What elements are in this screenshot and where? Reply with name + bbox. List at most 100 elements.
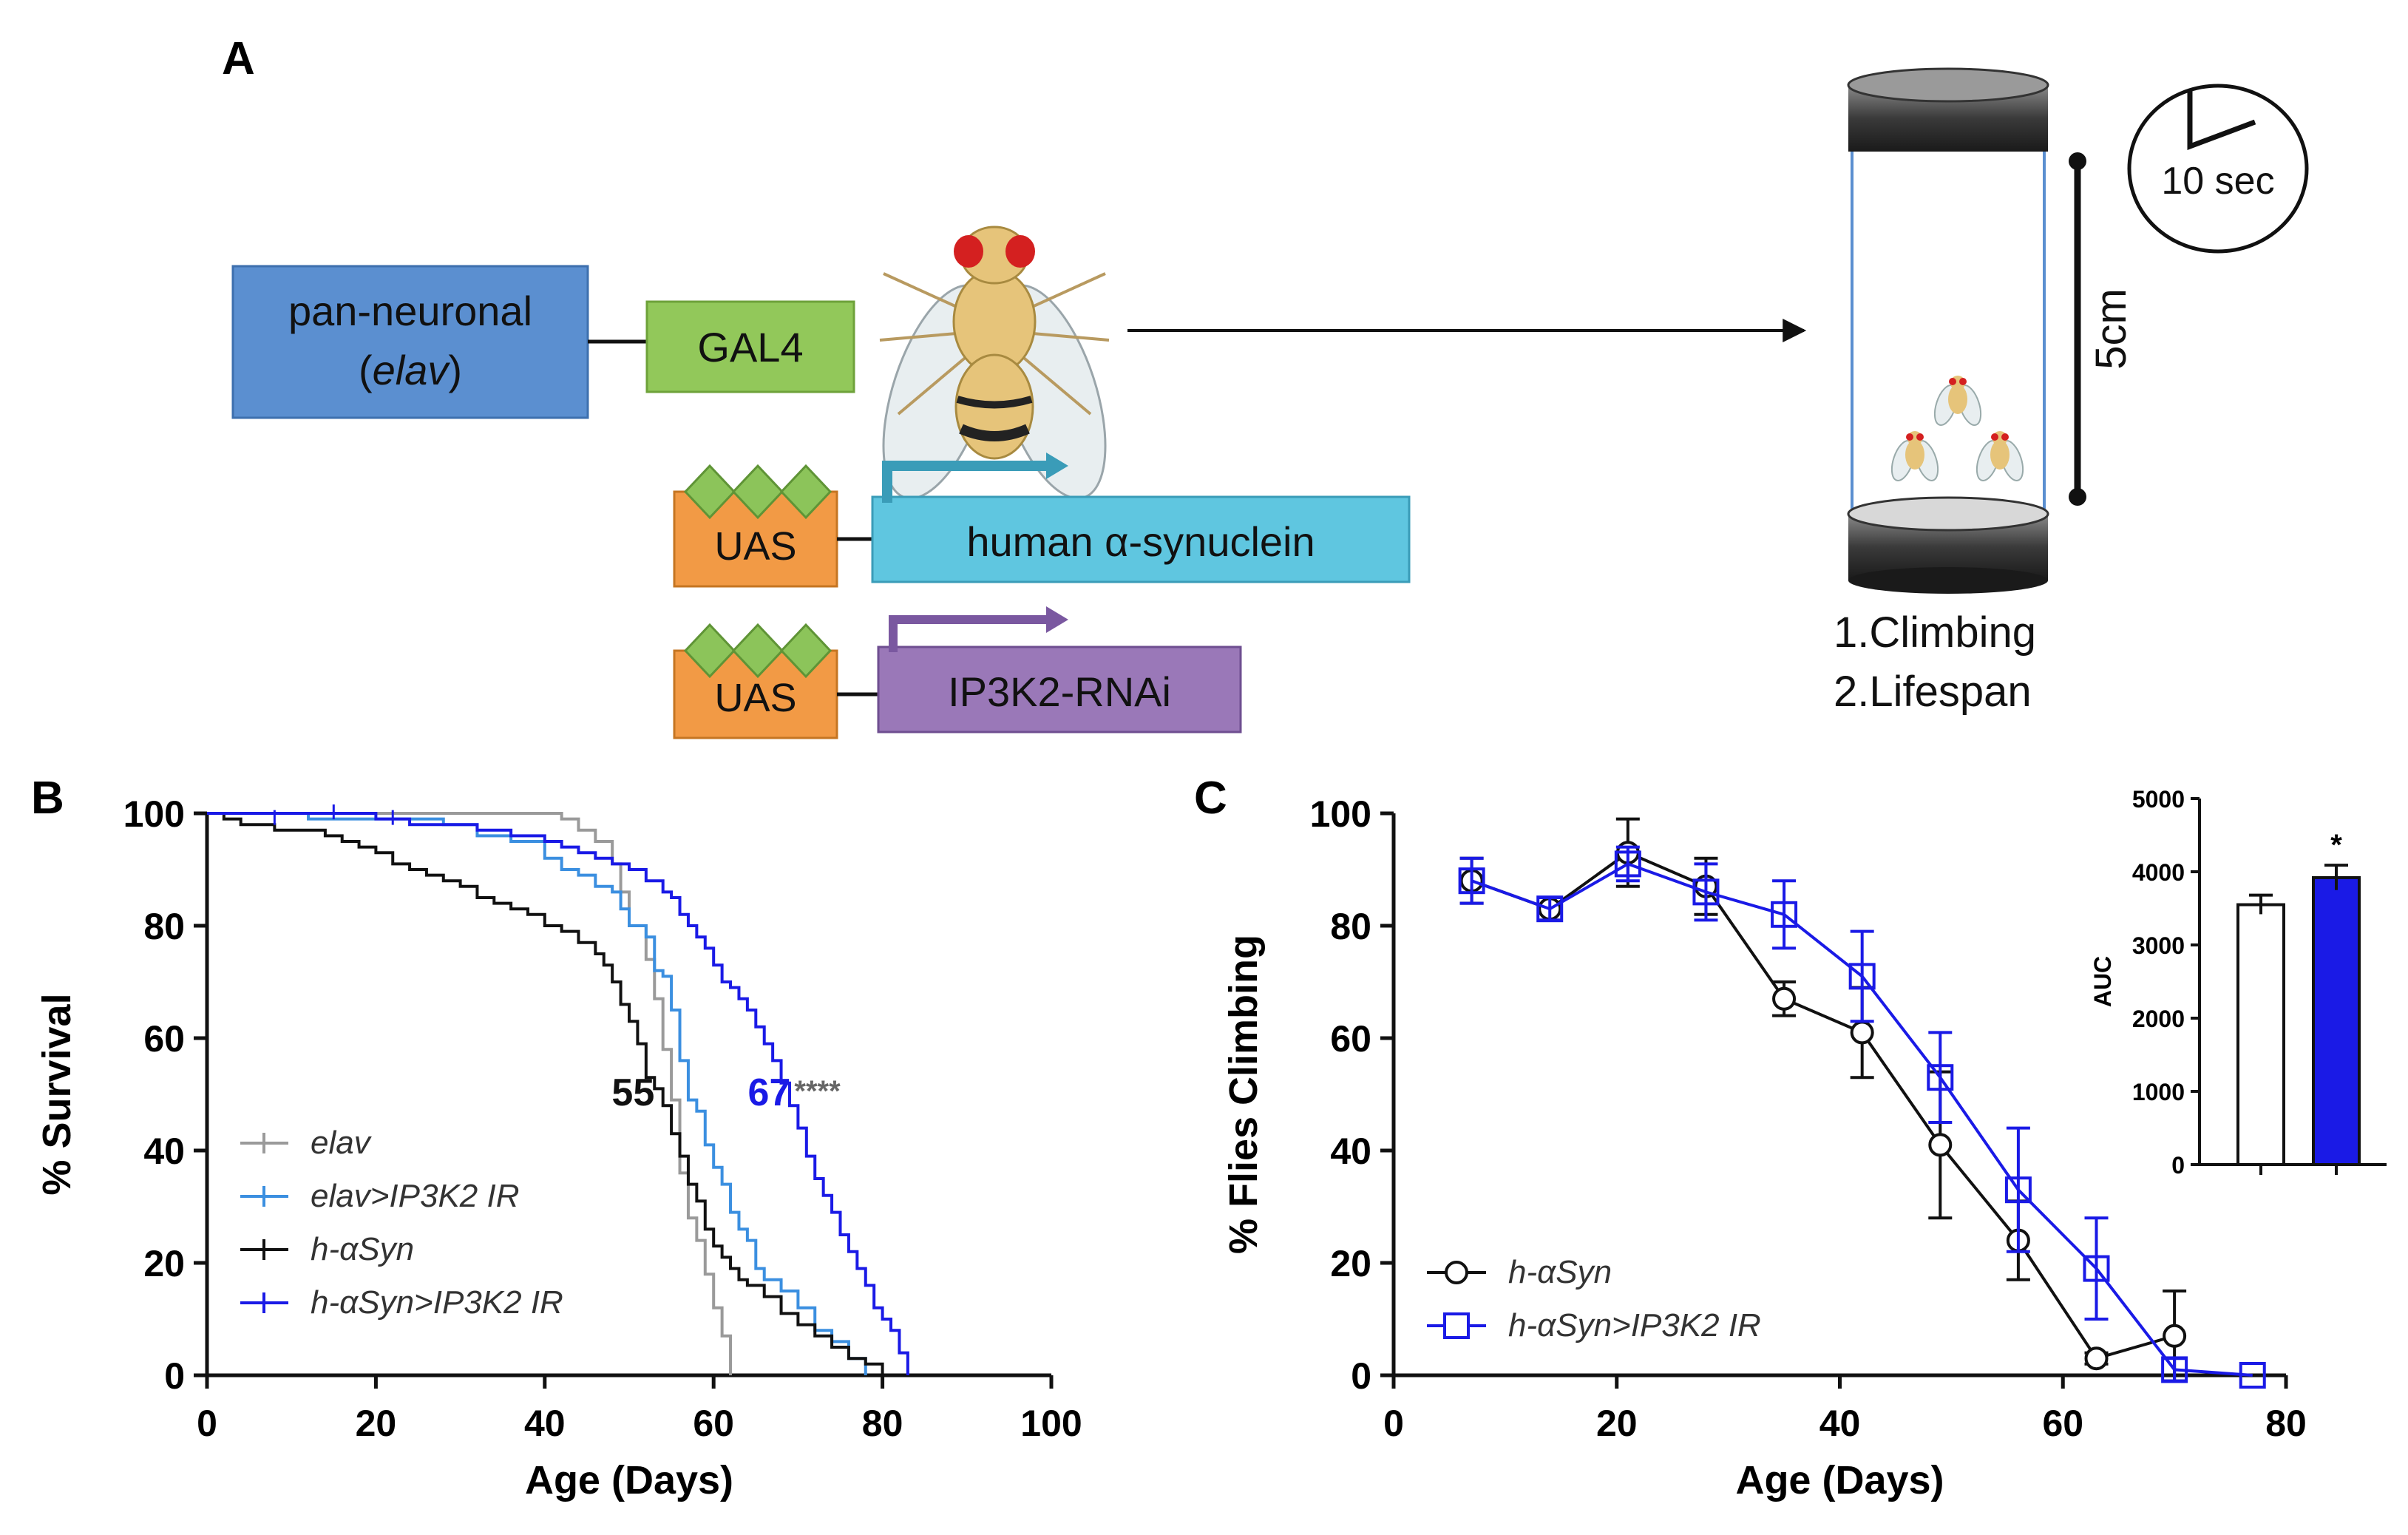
gal4-label: GAL4: [697, 324, 803, 370]
y-tick-label: 40: [1330, 1131, 1371, 1172]
x-tick-label: 80: [2265, 1403, 2307, 1444]
survival-line-2: [207, 812, 884, 1375]
data-point-circle: [1772, 986, 1797, 1011]
survival-line-0: [207, 812, 733, 1375]
data-point-circle: [2084, 1346, 2109, 1371]
uas-block-1: UAS human α-synuclein: [673, 453, 1411, 588]
data-point-square: [2239, 1362, 2266, 1389]
legend-marker: [1445, 1261, 1468, 1284]
y-tick-label: 80: [143, 906, 185, 947]
data-point-circle: [2163, 1324, 2187, 1348]
panel-label-c: C: [1194, 773, 1227, 824]
median-label: 67: [748, 1071, 791, 1114]
x-tick-label: 40: [1819, 1403, 1861, 1444]
data-point-square: [1692, 878, 1720, 906]
transgene-box-1: [871, 495, 1411, 583]
panel-label-a: A: [222, 33, 255, 84]
y-tick-label: 0: [164, 1355, 185, 1397]
y-tick-label: 20: [143, 1243, 185, 1284]
survival-chart: 0 20 40 60 80 100 0 20 40 60 80 100 Age (Days) % Surv…: [35, 793, 1082, 1502]
climbing-tube: [1847, 67, 2049, 594]
driver-gene-label: (elav): [359, 347, 462, 393]
inset-y-tick-label: 4000: [2132, 859, 2185, 886]
driver-label: pan-neuronal: [288, 288, 532, 334]
x-axis-label: Age (Days): [1735, 1458, 1944, 1502]
assay-label-1: 1.Climbing: [1834, 609, 2036, 657]
fly-icon: [879, 226, 1110, 500]
y-axis-label: % Survival: [35, 993, 79, 1195]
x-tick-label: 20: [356, 1403, 397, 1444]
x-axis-label: Age (Days): [525, 1458, 733, 1502]
assay-label-2: 2.Lifespan: [1834, 668, 2032, 716]
x-tick-label: 0: [1383, 1403, 1404, 1444]
transgene-label-2: IP3K2-RNAi: [948, 668, 1171, 715]
inset-y-tick-label: 3000: [2132, 932, 2185, 959]
small-fly-icon: [1975, 431, 2024, 481]
panel-label-b: B: [31, 773, 64, 824]
legend-label: h-αSyn: [1508, 1254, 1612, 1290]
x-tick-label: 80: [862, 1403, 903, 1444]
timer-icon: 10 sec: [2127, 84, 2309, 254]
data-point-circle: [1850, 1020, 1874, 1045]
data-point-square: [1614, 850, 1641, 878]
y-tick-label: 0: [1351, 1355, 1371, 1397]
bar-1: [2312, 875, 2361, 1167]
y-tick-label: 60: [143, 1018, 185, 1060]
x-tick-label: 60: [2042, 1403, 2083, 1444]
data-point-circle: [1928, 1133, 1953, 1157]
uas-label-2: UAS: [714, 676, 796, 720]
legend-marker: [1443, 1312, 1470, 1339]
inset-y-tick-label: 5000: [2132, 786, 2185, 813]
inset-y-tick-label: 0: [2171, 1152, 2185, 1179]
panel-c: C 0 20 40 60 80 0 20 40 60 80 100 Age (Days) % Flies…: [1194, 773, 2387, 1502]
gal4-box: [645, 300, 855, 393]
x-tick-label: 40: [524, 1403, 566, 1444]
transgene-box-2: [877, 645, 1242, 733]
survival-line-3: [207, 812, 909, 1375]
inset-y-tick-label: 1000: [2132, 1079, 2185, 1105]
data-point-square: [2004, 1176, 2032, 1204]
transgene-label-1: human α-synuclein: [966, 518, 1315, 565]
data-point-square: [2161, 1356, 2188, 1383]
inset-y-axis-label: AUC: [2089, 956, 2116, 1007]
auc-inset-chart: 0 1000 2000 3000 4000 5000 AUC *: [2089, 786, 2387, 1179]
height-scale: 5cm: [2069, 152, 2135, 506]
climbing-chart: 0 20 40 60 80 0 20 40 60 80 100 Age (Days) % Flies C…: [1221, 793, 2307, 1502]
survival-line-1: [207, 812, 867, 1375]
x-tick-label: 60: [693, 1403, 734, 1444]
uas-block-2: UAS IP3K2-RNAi: [673, 606, 1242, 739]
y-tick-label: 20: [1330, 1243, 1371, 1284]
bar-0: [2236, 903, 2285, 1167]
data-point-square: [1848, 963, 1876, 990]
legend-label: h-αSyn>IP3K2 IR: [311, 1284, 563, 1321]
uas-label-1: UAS: [714, 524, 796, 569]
data-point-square: [1536, 895, 1564, 923]
x-tick-label: 20: [1596, 1403, 1638, 1444]
y-tick-label: 100: [123, 793, 185, 835]
median-label: 55: [611, 1071, 654, 1114]
y-tick-label: 100: [1310, 793, 1371, 835]
data-point-square: [1771, 901, 1798, 928]
data-point-square: [1458, 867, 1485, 895]
x-tick-label: 100: [1020, 1403, 1082, 1444]
legend-label: elav: [311, 1125, 373, 1161]
climbing-line-0: [1471, 850, 2175, 1361]
legend-label: h-αSyn: [311, 1231, 414, 1267]
legend-label: elav>IP3K2 IR: [311, 1178, 520, 1214]
inset-y-tick-label: 2000: [2132, 1006, 2185, 1032]
data-point-square: [1927, 1064, 1954, 1091]
x-tick-label: 0: [197, 1403, 217, 1444]
data-point-square: [2083, 1255, 2110, 1282]
y-tick-label: 80: [1330, 906, 1371, 947]
driver-box: [231, 265, 589, 419]
small-fly-icon: [1890, 431, 1939, 481]
significance-label: ****: [794, 1075, 841, 1108]
panel-b: B 0 20 40 60 80 100 0 20 40 60 80 100 Age (Days) % Su…: [31, 773, 1082, 1502]
y-tick-label: 40: [143, 1131, 185, 1172]
y-axis-label: % Flies Climbing: [1221, 935, 1266, 1254]
significance-label: *: [2330, 829, 2342, 861]
timer-label: 10 sec: [2161, 160, 2274, 203]
panel-a: A pan-neuronal (elav) GAL4: [222, 33, 2309, 739]
y-tick-label: 60: [1330, 1018, 1371, 1060]
